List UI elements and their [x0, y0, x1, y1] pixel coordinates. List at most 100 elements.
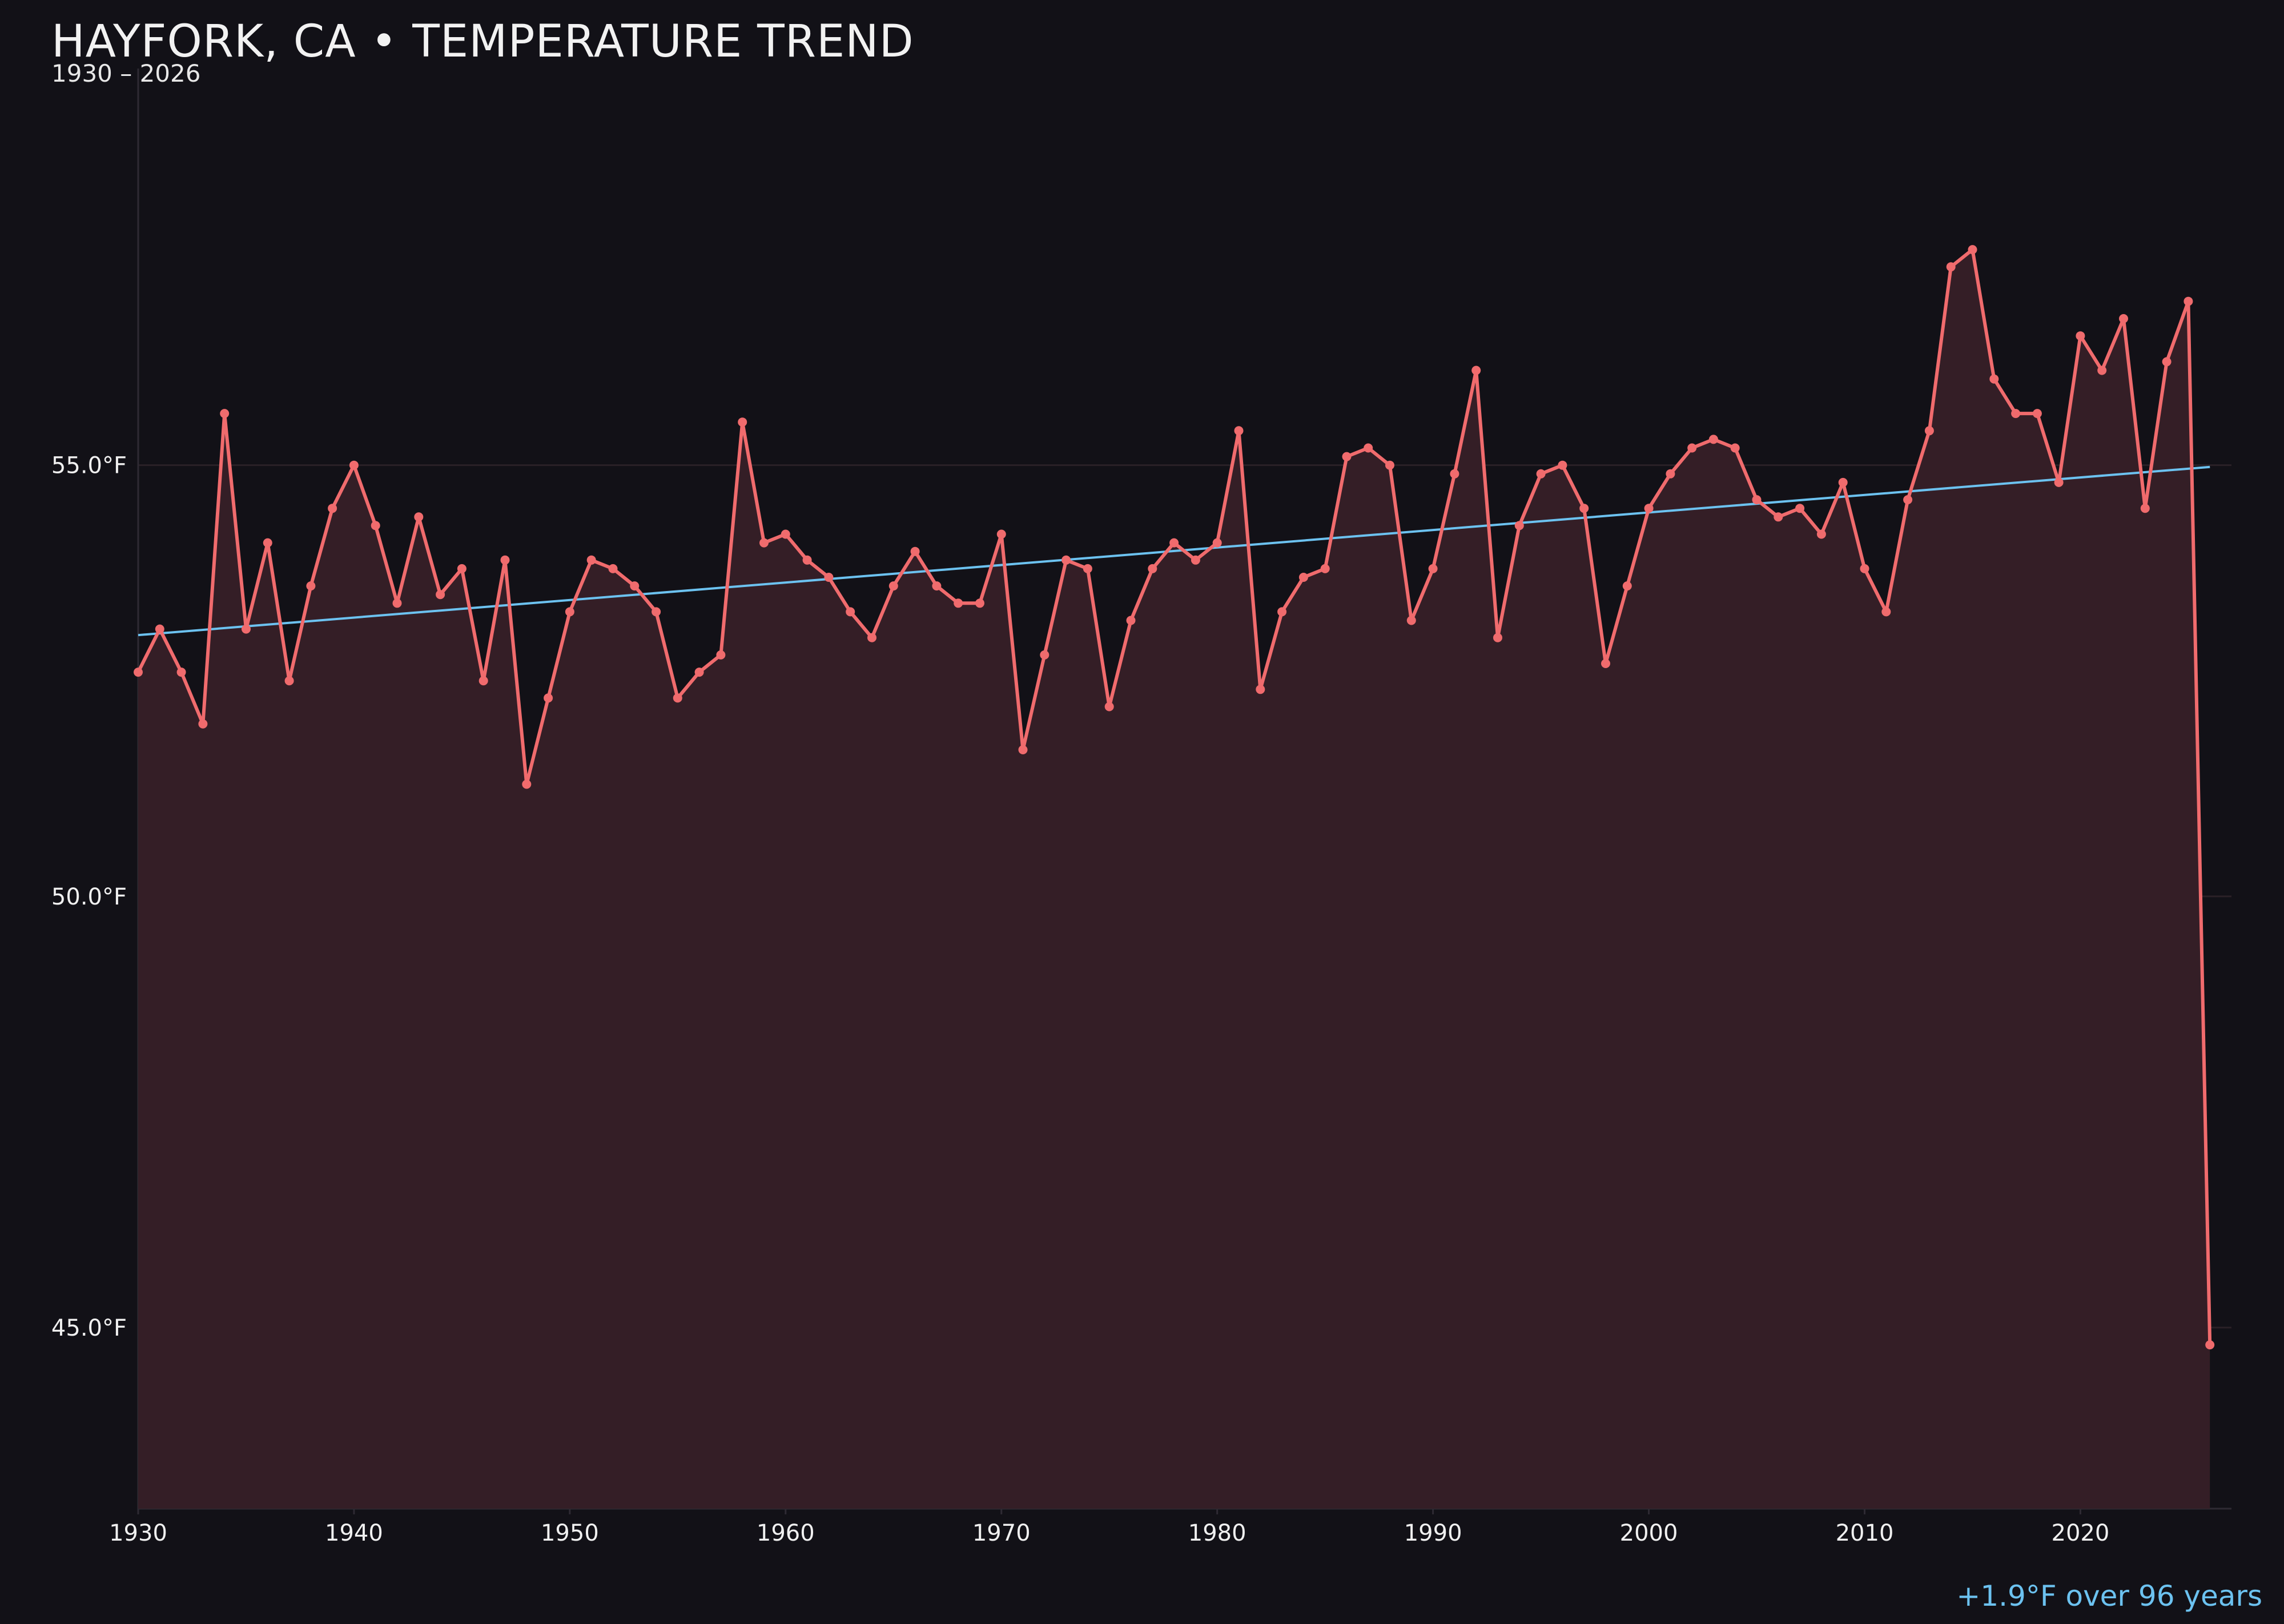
data-point: [328, 504, 337, 513]
data-point: [759, 538, 769, 548]
data-point: [1838, 477, 1848, 487]
data-point: [1558, 460, 1567, 470]
data-point: [349, 460, 359, 470]
data-point: [846, 607, 855, 617]
data-point: [2140, 504, 2150, 513]
data-point: [1708, 435, 1718, 444]
data-point: [2162, 357, 2172, 367]
data-point: [781, 529, 790, 539]
data-point: [1536, 469, 1546, 479]
area-fill-layer: [138, 250, 2210, 1509]
data-point: [652, 607, 661, 617]
data-point: [1320, 564, 1330, 573]
data-point: [1774, 512, 1783, 522]
y-tick-labels: 45.0°F 50.0°F 55.0°F: [51, 453, 127, 1341]
x-tick-label: 1950: [541, 1520, 599, 1546]
data-point: [176, 668, 186, 677]
data-point: [1687, 443, 1697, 453]
trend-summary: +1.9°F over 96 years: [1956, 1579, 2262, 1613]
y-tick-label: 50.0°F: [51, 884, 127, 910]
data-point: [2076, 331, 2085, 341]
data-point: [2119, 314, 2128, 323]
data-point: [544, 693, 553, 703]
data-point: [1968, 245, 1977, 255]
data-point: [1040, 650, 1049, 660]
data-point: [2054, 477, 2064, 487]
data-point: [1126, 616, 1136, 625]
data-point: [1061, 555, 1071, 565]
x-tick-label: 1940: [325, 1520, 383, 1546]
data-point: [888, 581, 898, 591]
data-point: [910, 546, 920, 556]
data-point: [1860, 564, 1869, 573]
data-point: [284, 676, 294, 686]
data-point: [1989, 374, 1999, 384]
data-point: [392, 598, 402, 608]
data-point: [242, 624, 251, 634]
x-tick-label: 1990: [1404, 1520, 1462, 1546]
data-point: [2184, 296, 2193, 306]
data-point: [1234, 426, 1244, 436]
x-tick-label: 2010: [1836, 1520, 1894, 1546]
data-point: [371, 521, 380, 530]
data-point: [1104, 702, 1114, 711]
data-point: [608, 564, 618, 573]
y-tick-label: 55.0°F: [51, 453, 127, 479]
data-point: [134, 668, 143, 677]
x-tick-label: 2000: [1620, 1520, 1678, 1546]
data-point: [1579, 504, 1589, 513]
data-point: [522, 779, 532, 789]
data-point: [1816, 529, 1826, 539]
data-point: [716, 650, 726, 660]
data-point: [306, 581, 316, 591]
data-point: [1364, 443, 1373, 453]
data-point: [1946, 262, 1956, 272]
data-point: [802, 555, 812, 565]
data-point: [1471, 365, 1481, 375]
y-tick-label: 45.0°F: [51, 1315, 127, 1341]
data-point: [263, 538, 272, 548]
data-point: [1493, 633, 1502, 642]
data-point: [694, 668, 704, 677]
data-point: [1450, 469, 1459, 479]
data-point: [1601, 659, 1610, 668]
data-point: [2097, 365, 2107, 375]
data-point: [478, 676, 488, 686]
data-point: [996, 529, 1006, 539]
x-tick-label: 1980: [1188, 1520, 1246, 1546]
data-point: [932, 581, 942, 591]
data-point: [1148, 564, 1157, 573]
area-fill: [138, 250, 2210, 1509]
data-point: [1666, 469, 1675, 479]
data-point: [1342, 452, 1352, 461]
data-point: [1903, 495, 1913, 505]
x-tick-label: 1960: [757, 1520, 815, 1546]
data-point: [198, 719, 208, 729]
chart-title: HAYFORK, CA • TEMPERATURE TREND: [51, 16, 914, 67]
data-point: [1795, 504, 1805, 513]
data-point: [2205, 1340, 2215, 1350]
data-points: [134, 245, 2215, 1350]
data-point: [738, 417, 747, 427]
data-point: [673, 693, 682, 703]
data-point: [565, 607, 574, 617]
x-tick-label: 1970: [972, 1520, 1031, 1546]
data-point: [867, 633, 876, 642]
data-point: [1212, 538, 1222, 548]
data-point: [2011, 409, 2021, 419]
x-tick-label: 1930: [109, 1520, 167, 1546]
data-point: [436, 590, 445, 600]
data-point: [586, 555, 596, 565]
trend-layer: [138, 465, 2210, 637]
data-point: [1730, 443, 1740, 453]
x-tick-label: 2020: [2052, 1520, 2110, 1546]
chart-subtitle: 1930 – 2026: [51, 59, 201, 87]
data-point: [1191, 555, 1200, 565]
data-point: [457, 564, 467, 573]
data-point: [1406, 616, 1416, 625]
data-point: [1018, 745, 1028, 754]
data-point: [1752, 495, 1762, 505]
data-point: [1169, 538, 1179, 548]
data-point: [630, 581, 640, 591]
